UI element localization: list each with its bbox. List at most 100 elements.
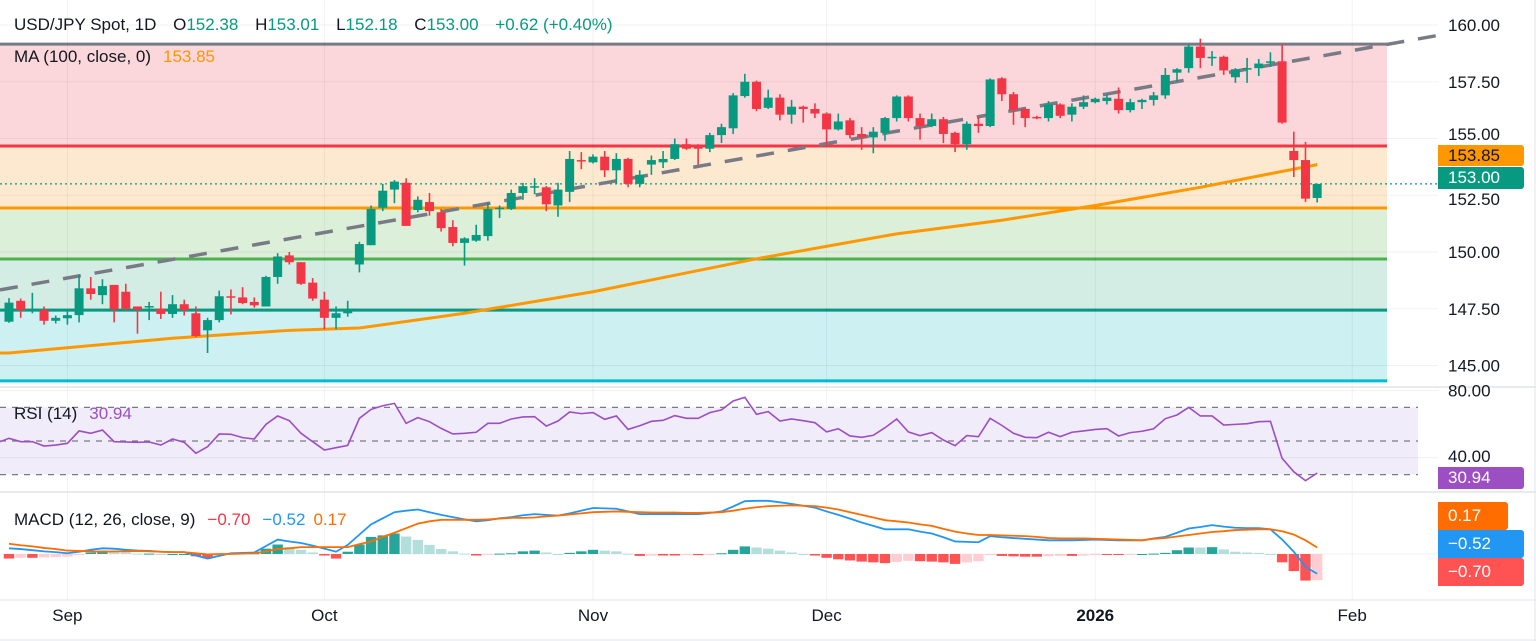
ma-legend[interactable]: MA (100, close, 0) 153.85 — [14, 47, 215, 67]
macd-histogram-bar — [727, 549, 739, 554]
price-axis-label: 157.50 — [1448, 73, 1500, 92]
macd-pane — [0, 499, 1438, 581]
bearish-candle — [950, 131, 960, 153]
macd-histogram-bar — [1195, 547, 1206, 554]
candle-body — [938, 119, 948, 134]
symbol-title[interactable]: USD/JPY Spot, 1D — [14, 15, 157, 34]
candle-body — [541, 187, 551, 205]
macd-histogram-bar — [926, 554, 937, 562]
candle-body — [1008, 94, 1018, 111]
bullish-candle — [670, 138, 680, 161]
close-value: 153.00 — [426, 15, 479, 34]
macd-histogram-bar — [903, 554, 914, 561]
candle-body — [343, 309, 353, 314]
bullish-candle — [763, 89, 773, 109]
bullish-candle — [635, 170, 645, 188]
candle-body — [1102, 97, 1112, 102]
candle-body — [1114, 98, 1124, 111]
bullish-candle — [1242, 57, 1252, 83]
candle-body — [927, 119, 937, 127]
candle-body — [214, 296, 224, 321]
macd-histogram-bar — [1183, 547, 1194, 554]
candle-body — [611, 158, 621, 171]
open-label: O — [173, 15, 187, 34]
candle-body — [903, 96, 913, 119]
candle-body — [716, 127, 726, 136]
bearish-candle — [284, 252, 294, 265]
macd-histogram-bar — [681, 554, 692, 556]
bullish-candle — [1312, 183, 1322, 203]
macd-histogram-bar — [1055, 554, 1066, 556]
candle-body — [389, 181, 399, 190]
candle-body — [787, 106, 797, 115]
candle-body — [763, 97, 773, 108]
candle-body — [658, 158, 668, 163]
macd-histogram-bar — [459, 553, 470, 555]
bearish-candle — [938, 116, 948, 144]
candle-body — [1149, 95, 1159, 100]
candle-body — [1137, 99, 1147, 103]
candle-body — [471, 234, 481, 241]
rsi-legend[interactable]: RSI (14) 30.94 — [14, 404, 132, 424]
price-axis-label: 160.00 — [1448, 16, 1500, 35]
grid — [0, 0, 1438, 600]
macd-histogram-bar — [646, 554, 657, 556]
macd-histogram-bar — [1008, 554, 1019, 557]
macd-histogram-bar — [494, 553, 505, 555]
macd-legend-signal: 0.17 — [313, 510, 347, 529]
bullish-candle — [553, 182, 563, 217]
candle-body — [156, 308, 166, 314]
macd-histogram-bar — [821, 554, 832, 558]
macd-histogram-bar — [319, 554, 330, 556]
macd-histogram-bar — [354, 544, 365, 554]
fib-zone — [0, 310, 1387, 381]
macd-histogram-bar — [517, 551, 529, 554]
hist-value-badge: −0.70 — [1438, 558, 1524, 586]
bullish-candle — [1207, 51, 1217, 66]
bullish-candle — [495, 205, 505, 218]
macd-histogram-bar — [27, 554, 38, 558]
close-label: C — [414, 15, 427, 34]
candle-body — [681, 144, 691, 149]
candle-body — [401, 182, 411, 226]
ma-legend-label: MA (100, close, 0) — [14, 47, 152, 66]
price-axis-label: 147.50 — [1448, 300, 1500, 319]
bullish-candle — [646, 155, 656, 175]
macd-histogram-bar — [763, 548, 774, 554]
bearish-candle — [156, 291, 166, 319]
macd-histogram-bar — [611, 551, 622, 554]
macd-histogram-bar — [284, 547, 295, 554]
time-axis-label: Oct — [311, 606, 338, 625]
macd-histogram-bar — [167, 554, 178, 555]
candle-body — [646, 160, 656, 165]
candle-body — [1312, 183, 1322, 198]
macd-histogram-bar — [1078, 554, 1089, 556]
candle-body — [1300, 160, 1310, 199]
macd-histogram-bar — [120, 552, 131, 554]
trendline[interactable] — [0, 33, 1439, 292]
symbol-legend: USD/JPY Spot, 1D O152.38 H153.01 L152.18… — [14, 15, 613, 35]
macd-histogram-bar — [541, 552, 552, 554]
macd-histogram-bar — [1230, 551, 1241, 554]
ma100-line — [0, 163, 1318, 355]
macd-histogram-bar — [3, 554, 15, 559]
bullish-candle — [1265, 52, 1275, 67]
candle-body — [121, 291, 131, 309]
candle-body — [1242, 68, 1252, 70]
price-axis-label: 150.00 — [1448, 243, 1500, 262]
dashed-trendline[interactable] — [0, 33, 1439, 292]
macd-value-badge: −0.52 — [1438, 530, 1524, 558]
macd-legend[interactable]: MACD (12, 26, close, 9) −0.70 −0.52 0.17 — [14, 510, 347, 530]
ma-legend-value: 153.85 — [163, 47, 216, 66]
fibonacci-retracement[interactable] — [0, 42, 1387, 383]
bullish-candle — [389, 180, 399, 204]
bearish-candle — [39, 306, 49, 325]
candle-body — [168, 304, 178, 314]
macd-histogram-bar — [552, 554, 564, 555]
candle-body — [798, 106, 808, 109]
bullish-candle — [1102, 94, 1112, 105]
bearish-candle — [1032, 115, 1042, 120]
bullish-candle — [658, 150, 668, 169]
bearish-candle — [541, 186, 551, 212]
